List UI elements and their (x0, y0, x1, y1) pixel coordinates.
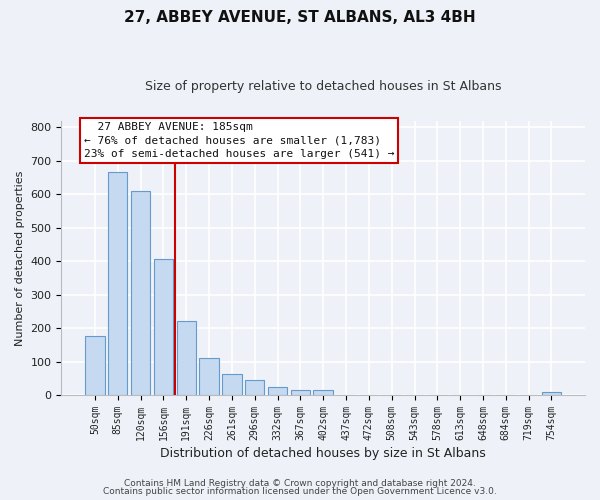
Bar (245, 380, 265, 395)
Bar (268, 386, 287, 395)
Bar (222, 374, 242, 395)
Bar (176, 322, 196, 395)
Bar (108, 172, 127, 395)
Title: Size of property relative to detached houses in St Albans: Size of property relative to detached ho… (145, 80, 502, 93)
Bar (131, 191, 150, 395)
Bar (313, 390, 333, 395)
Bar (290, 390, 310, 395)
Bar (154, 260, 173, 395)
Y-axis label: Number of detached properties: Number of detached properties (15, 170, 25, 346)
Bar (85, 336, 104, 395)
Text: 27 ABBEY AVENUE: 185sqm
← 76% of detached houses are smaller (1,783)
23% of semi: 27 ABBEY AVENUE: 185sqm ← 76% of detache… (84, 122, 394, 158)
Text: Contains HM Land Registry data © Crown copyright and database right 2024.: Contains HM Land Registry data © Crown c… (124, 478, 476, 488)
Bar (542, 392, 561, 395)
Text: 27, ABBEY AVENUE, ST ALBANS, AL3 4BH: 27, ABBEY AVENUE, ST ALBANS, AL3 4BH (124, 10, 476, 25)
Bar (199, 358, 219, 395)
X-axis label: Distribution of detached houses by size in St Albans: Distribution of detached houses by size … (160, 447, 486, 460)
Text: Contains public sector information licensed under the Open Government Licence v3: Contains public sector information licen… (103, 487, 497, 496)
